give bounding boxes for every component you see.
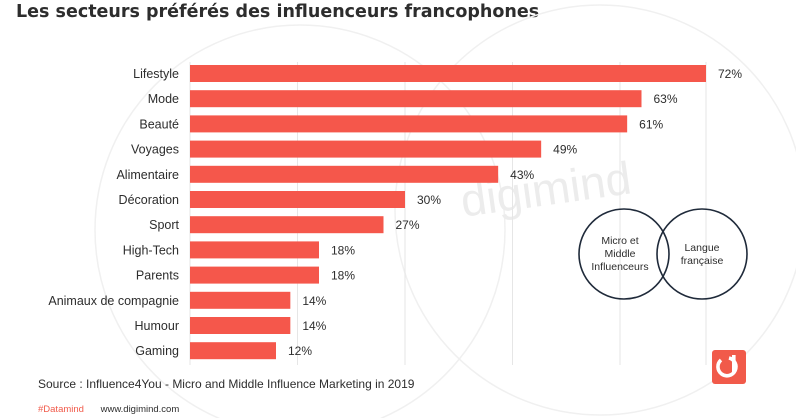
venn-left-label: Influenceurs bbox=[591, 261, 648, 273]
value-label: 30% bbox=[417, 193, 441, 207]
category-label: Humour bbox=[135, 319, 179, 333]
value-label: 61% bbox=[639, 117, 663, 131]
chart-title: Les secteurs préférés des influenceurs f… bbox=[16, 2, 540, 22]
category-label: Alimentaire bbox=[116, 168, 179, 182]
bar bbox=[190, 140, 542, 158]
value-label: 18% bbox=[331, 269, 355, 283]
logo-mark-icon bbox=[716, 355, 738, 378]
bar bbox=[190, 241, 319, 259]
value-label: 18% bbox=[331, 243, 355, 257]
category-label: Animaux de compagnie bbox=[48, 294, 179, 308]
value-label: 43% bbox=[510, 168, 534, 182]
venn-left-label: Middle bbox=[605, 248, 636, 260]
bar bbox=[190, 317, 291, 334]
venn-right-label: Langue bbox=[684, 242, 719, 254]
footer-tag: #Datamind bbox=[38, 404, 84, 415]
bar bbox=[190, 90, 642, 108]
value-label: 49% bbox=[553, 143, 577, 157]
background-circle bbox=[94, 24, 506, 418]
category-label: Mode bbox=[148, 92, 179, 106]
bar bbox=[190, 216, 384, 234]
venn-left-label: Micro et bbox=[601, 235, 638, 247]
category-label: Voyages bbox=[131, 143, 179, 157]
footer: #Datamind www.digimind.com bbox=[38, 404, 179, 415]
bar bbox=[190, 165, 499, 183]
category-label: Décoration bbox=[119, 193, 179, 207]
venn-circle-right bbox=[656, 208, 748, 300]
value-label: 63% bbox=[654, 92, 678, 106]
footer-url: www.digimind.com bbox=[100, 404, 180, 415]
bar bbox=[190, 65, 706, 82]
watermark: digimind bbox=[457, 151, 634, 226]
grid-layer bbox=[189, 62, 707, 365]
category-label: Gaming bbox=[135, 344, 179, 358]
digimind-logo bbox=[712, 350, 746, 384]
category-label: High-Tech bbox=[123, 243, 179, 257]
value-label: 72% bbox=[718, 67, 742, 81]
bar bbox=[190, 266, 319, 284]
bar-layer: Lifestyle 72% Mode 63% Beauté 61% Voyages 49% Al… bbox=[48, 65, 742, 360]
value-label: 14% bbox=[302, 294, 326, 308]
background-circle bbox=[394, 4, 796, 416]
source-note: Source : Influence4You - Micro and Middl… bbox=[38, 377, 415, 391]
category-label: Parents bbox=[136, 269, 179, 283]
value-label: 12% bbox=[288, 344, 312, 358]
category-label: Sport bbox=[149, 218, 179, 232]
venn-circle-left bbox=[578, 208, 670, 300]
bar bbox=[190, 115, 628, 133]
bar bbox=[190, 191, 405, 208]
value-label: 14% bbox=[302, 319, 326, 333]
category-label: Beauté bbox=[139, 117, 179, 131]
venn-right-label: française bbox=[681, 255, 724, 267]
bar bbox=[190, 342, 276, 360]
value-label: 27% bbox=[396, 218, 420, 232]
bar bbox=[190, 291, 291, 309]
category-label: Lifestyle bbox=[133, 67, 179, 81]
